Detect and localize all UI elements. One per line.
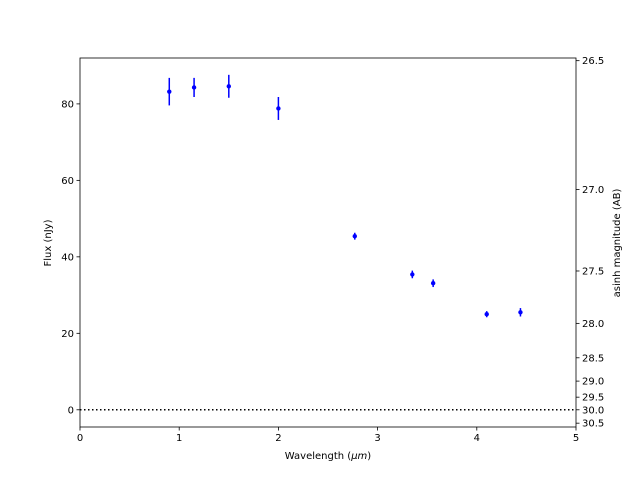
- data-point: [484, 311, 489, 317]
- x-tick-label: 3: [374, 433, 380, 444]
- y-tick-label: 20: [61, 329, 74, 340]
- right-tick-label: 26.5: [582, 56, 604, 67]
- data-point: [167, 89, 172, 94]
- marks-layer: [167, 74, 523, 318]
- y-tick-label: 80: [61, 99, 74, 110]
- x-axis-label-unit: μm: [350, 451, 367, 462]
- right-tick-label: 27.0: [582, 185, 604, 196]
- x-tick-label: 1: [176, 433, 182, 444]
- x-tick-label: 2: [275, 433, 281, 444]
- data-point: [226, 84, 231, 89]
- y-axis-label: Flux (nJy): [43, 219, 54, 266]
- data-point: [191, 85, 197, 90]
- data-point: [276, 106, 281, 111]
- ticks-layer: 0 1 2 3 4 5 0 20 40 60 80 26.5 27.0 27.5 28.0 28.5 29.0 2…: [61, 56, 604, 444]
- right-tick-label: 29.0: [582, 377, 604, 388]
- right-tick-label: 28.5: [582, 353, 604, 364]
- data-point: [352, 233, 357, 239]
- x-axis-label-prefix: Wavelength (: [285, 451, 352, 462]
- plot-frame: [79, 57, 577, 428]
- right-tick-label: 29.5: [582, 393, 604, 404]
- y-axis-right-label: asinh magnitude (AB): [612, 189, 623, 298]
- y-tick-label: 40: [61, 252, 74, 263]
- x-tick-label: 4: [474, 433, 480, 444]
- right-tick-label: 30.5: [582, 419, 604, 430]
- y-tick-label: 0: [68, 405, 74, 416]
- x-tick-label: 0: [77, 433, 83, 444]
- right-tick-label: 28.0: [582, 319, 604, 330]
- right-tick-label: 30.0: [582, 405, 604, 416]
- data-point: [410, 272, 415, 277]
- x-axis-label: Wavelength (μm): [285, 451, 372, 462]
- right-tick-label: 27.5: [582, 266, 604, 277]
- data-point: [518, 310, 523, 315]
- data-point: [430, 281, 436, 286]
- x-axis-label-suffix: ): [367, 451, 371, 462]
- x-tick-label: 5: [573, 433, 579, 444]
- y-tick-label: 60: [61, 176, 74, 187]
